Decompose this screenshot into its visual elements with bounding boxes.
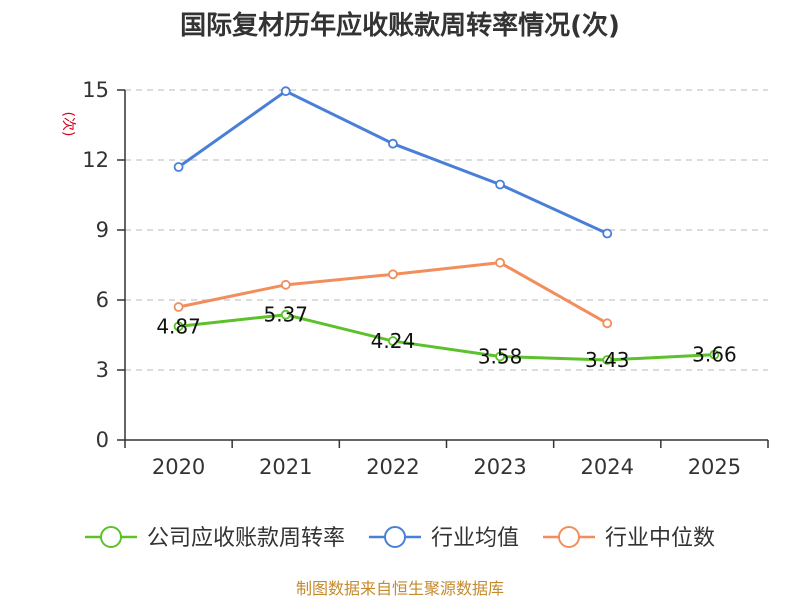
data-point[interactable] bbox=[602, 355, 613, 365]
data-point[interactable] bbox=[280, 279, 291, 290]
series-1 bbox=[173, 86, 613, 239]
data-point[interactable] bbox=[173, 162, 184, 172]
legend-item[interactable]: 公司应收账款周转率 bbox=[85, 526, 345, 551]
data-point[interactable] bbox=[602, 228, 613, 239]
legend-item[interactable]: 行业中位数 bbox=[543, 526, 715, 551]
data-label: 4.24 bbox=[371, 329, 416, 353]
data-point[interactable] bbox=[173, 321, 184, 332]
legend-label: 行业均值 bbox=[431, 526, 519, 551]
legend-label: 行业中位数 bbox=[605, 526, 715, 551]
legend-marker bbox=[384, 526, 406, 548]
data-point[interactable] bbox=[280, 309, 291, 320]
x-tick-label: 2025 bbox=[688, 455, 741, 479]
data-point[interactable] bbox=[495, 179, 505, 190]
series-0 bbox=[173, 309, 720, 365]
y-tick-label: 3 bbox=[96, 358, 109, 382]
legend-marker bbox=[558, 526, 580, 548]
y-axis-unit: (次) bbox=[60, 112, 76, 137]
data-point[interactable] bbox=[280, 86, 291, 97]
chart-title: 国际复材历年应收账款周转率情况(次) bbox=[180, 10, 620, 41]
data-label: 5.37 bbox=[263, 303, 308, 327]
y-tick-label: 12 bbox=[82, 148, 109, 172]
x-tick-label: 2023 bbox=[473, 455, 526, 479]
legend-item[interactable]: 行业均值 bbox=[369, 526, 519, 551]
data-point[interactable] bbox=[602, 318, 613, 329]
data-label: 4.87 bbox=[156, 314, 201, 338]
data-point[interactable] bbox=[495, 351, 505, 362]
y-tick-label: 0 bbox=[96, 428, 109, 452]
legend-label: 公司应收账款周转率 bbox=[147, 526, 345, 551]
data-point[interactable] bbox=[388, 138, 398, 149]
axes: 0 3 6 9 12 15 2020 2021 2022 2023 2024 2025 bbox=[82, 78, 769, 479]
x-tick-label: 2022 bbox=[366, 455, 419, 479]
x-tick-label: 2024 bbox=[581, 455, 634, 479]
data-point[interactable] bbox=[388, 269, 398, 280]
y-tick-label: 6 bbox=[96, 288, 109, 312]
y-tick-label: 9 bbox=[96, 218, 109, 242]
series-line bbox=[177, 89, 608, 235]
grid-lines bbox=[125, 89, 768, 371]
series-2 bbox=[173, 257, 613, 329]
data-label: 3.58 bbox=[478, 344, 523, 368]
data-point[interactable] bbox=[388, 336, 398, 346]
x-tick-label: 2020 bbox=[152, 455, 205, 479]
x-tick-label: 2021 bbox=[259, 455, 312, 479]
y-tick-label: 15 bbox=[82, 78, 109, 102]
series-line bbox=[178, 313, 715, 362]
data-point[interactable] bbox=[495, 257, 505, 268]
data-point[interactable] bbox=[173, 302, 184, 312]
legend[interactable]: 公司应收账款周转率 行业均值 行业中位数 bbox=[85, 526, 715, 551]
data-label: 3.66 bbox=[692, 343, 737, 367]
data-source-note: 制图数据来自恒生聚源数据库 bbox=[296, 579, 504, 598]
legend-marker bbox=[100, 526, 122, 548]
data-label: 3.43 bbox=[585, 348, 630, 372]
data-point[interactable] bbox=[709, 349, 720, 360]
series-layer: 4.87 5.37 4.24 3.58 3.43 3.66 bbox=[156, 86, 737, 372]
